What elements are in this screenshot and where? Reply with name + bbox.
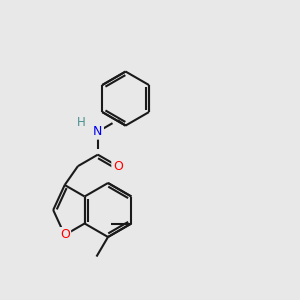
- Text: N: N: [93, 125, 103, 138]
- Text: H: H: [77, 116, 86, 129]
- Text: O: O: [60, 229, 70, 242]
- Text: O: O: [113, 160, 123, 173]
